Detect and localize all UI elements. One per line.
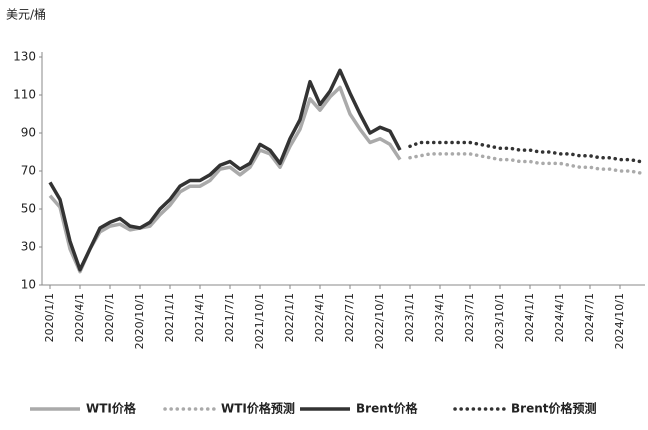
x-tick-label: 2024/7/1 [583, 293, 596, 342]
legend-label: Brent价格 [356, 401, 418, 416]
x-tick-label: 2023/7/1 [463, 293, 476, 342]
x-tick-label: 2021/10/1 [253, 293, 266, 349]
x-tick-label: 2023/4/1 [433, 293, 446, 342]
x-tick-label: 2021/7/1 [223, 293, 236, 342]
x-tick-label: 2022/1/1 [283, 293, 296, 342]
x-tick-label: 2022/7/1 [343, 293, 356, 342]
y-tick-label: 10 [21, 278, 36, 292]
x-tick-label: 2020/4/1 [73, 293, 86, 342]
y-tick-label: 130 [13, 50, 36, 64]
x-tick-label: 2020/1/1 [43, 293, 56, 342]
legend-label: Brent价格预测 [511, 401, 596, 416]
x-tick-label: 2024/4/1 [553, 293, 566, 342]
series-line [48, 85, 402, 274]
x-tick-label: 2020/10/1 [133, 293, 146, 349]
legend-label: WTI价格 [86, 401, 137, 416]
y-axis-unit: 美元/桶 [6, 7, 46, 22]
series-line [408, 152, 642, 175]
y-tick-label: 90 [21, 126, 36, 140]
x-tick-label: 2024/10/1 [613, 293, 626, 349]
y-tick-label: 70 [21, 164, 36, 178]
y-tick-label: 30 [21, 240, 36, 254]
x-tick-label: 2023/1/1 [403, 293, 416, 342]
x-tick-label: 2021/1/1 [163, 293, 176, 342]
y-tick-label: 110 [13, 88, 36, 102]
x-tick-label: 2023/10/1 [493, 293, 506, 349]
x-tick-label: 2024/1/1 [523, 293, 536, 342]
x-tick-label: 2022/10/1 [373, 293, 386, 349]
series-line [48, 68, 402, 272]
legend-label: WTI价格预测 [221, 401, 295, 416]
series-line [408, 140, 642, 164]
x-tick-label: 2022/4/1 [313, 293, 326, 342]
x-tick-label: 2020/7/1 [103, 293, 116, 342]
y-tick-label: 50 [21, 202, 36, 216]
x-tick-label: 2021/4/1 [193, 293, 206, 342]
